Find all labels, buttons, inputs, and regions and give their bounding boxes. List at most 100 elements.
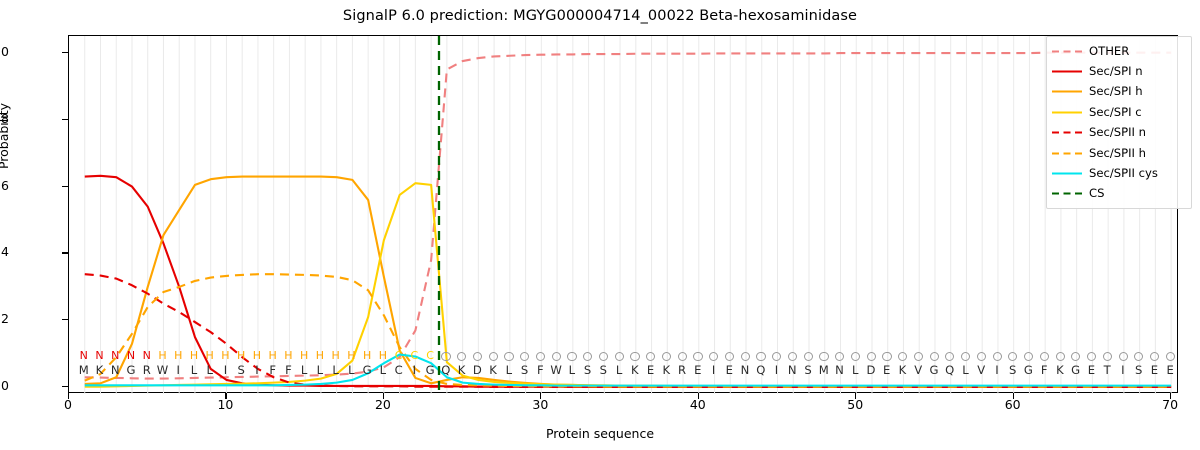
residue-letter: I	[223, 363, 228, 377]
annotation-letter: H	[315, 349, 325, 362]
annotation-other-circle-icon	[1149, 351, 1160, 361]
annotation-other-circle-icon	[724, 351, 735, 361]
legend-line-swatch	[1052, 46, 1082, 57]
y-tick-mark	[62, 185, 68, 187]
residue-letter: W	[156, 363, 169, 377]
annotation-other-circle-icon	[630, 351, 640, 361]
annotation-letter: H	[189, 349, 199, 362]
x-tick-mark	[1170, 393, 1172, 399]
residue-letter: I	[255, 363, 259, 377]
residue-letter: R	[142, 363, 151, 377]
y-tick-label: 0.8	[0, 110, 9, 126]
annotation-letter: H	[378, 349, 388, 362]
annotation-other-circle-icon	[1118, 351, 1128, 361]
annotation-other-circle-icon	[1024, 351, 1034, 361]
residue-letter: K	[898, 363, 907, 377]
y-tick-mark	[62, 118, 68, 120]
legend-line-swatch	[1052, 107, 1082, 118]
residue-letter: Q	[756, 363, 766, 377]
residue-letter: G	[362, 363, 372, 377]
x-tick-label: 20	[374, 397, 391, 412]
annotation-other-circle-icon	[567, 351, 577, 361]
y-tick-mark	[62, 386, 68, 388]
annotation-other-circle-icon	[488, 351, 498, 361]
legend-item-sec-spii-h[interactable]: Sec/SPII h	[1052, 143, 1186, 163]
series-sec-spii-cys	[84, 353, 1172, 387]
x-tick-mark	[68, 393, 70, 399]
residue-letter: F	[1040, 363, 1048, 377]
residue-letter: R	[678, 363, 687, 377]
annotation-other-circle-icon	[1039, 351, 1049, 361]
legend-item-label: Sec/SPI n	[1089, 64, 1143, 79]
annotation-letter: C	[410, 349, 419, 362]
annotation-other-circle-icon	[1102, 351, 1112, 361]
annotation-other-circle-icon	[961, 351, 971, 361]
annotation-other-circle-icon	[614, 351, 624, 361]
annotation-other-circle-icon	[1055, 351, 1065, 361]
annotation-other-circle-icon	[646, 351, 656, 361]
x-tick-label: 50	[847, 397, 864, 412]
residue-letter: E	[646, 363, 655, 377]
residue-letter: S	[237, 363, 245, 377]
legend-item-sec-spii-cys[interactable]: Sec/SPII cys	[1052, 163, 1186, 183]
residue-letter: I	[774, 363, 779, 377]
legend-line-swatch	[1052, 66, 1082, 77]
x-tick-mark	[225, 393, 227, 399]
annotation-letter: N	[111, 349, 120, 362]
annotation-other-circle-icon	[551, 351, 561, 361]
annotation-other-circle-icon	[992, 351, 1002, 361]
x-tick-label: 40	[689, 397, 706, 412]
annotation-letter: H	[284, 349, 293, 362]
residue-letter: F	[269, 363, 276, 377]
legend-item-sec-spi-c[interactable]: Sec/SPI c	[1052, 102, 1186, 122]
x-tick-mark	[1012, 393, 1014, 399]
annotation-other-circle-icon	[504, 351, 514, 361]
residue-letter: E	[1087, 363, 1096, 377]
annotation-letter: H	[174, 349, 183, 362]
residue-letter: E	[725, 363, 733, 377]
annotation-other-circle-icon	[882, 351, 892, 361]
annotation-other-circle-icon	[1071, 351, 1081, 361]
residue-letter: L	[348, 363, 355, 377]
annotation-other-circle-icon	[756, 351, 766, 361]
annotation-letter: H	[347, 349, 356, 362]
annotation-letter: H	[205, 349, 214, 362]
residue-letter: L	[206, 363, 213, 377]
annotation-letter: H	[268, 349, 277, 362]
page-title: SignalP 6.0 prediction: MGYG000004714_00…	[342, 8, 858, 24]
legend-item-sec-spii-n[interactable]: Sec/SPII n	[1052, 123, 1186, 143]
residue-letter: I	[995, 363, 999, 377]
residue-letter: L	[962, 363, 969, 377]
residue-letter: G	[126, 363, 136, 377]
y-tick-label: 0.2	[0, 311, 9, 327]
annotation-other-circle-icon	[787, 351, 798, 361]
residue-letter: E	[883, 363, 891, 377]
residue-letter: S	[520, 363, 529, 377]
legend-item-label: Sec/SPII h	[1089, 145, 1146, 160]
legend-item-sec-spi-h[interactable]: Sec/SPI h	[1052, 82, 1186, 102]
annotation-other-circle-icon	[1165, 351, 1175, 361]
annotation-other-circle-icon	[866, 351, 876, 361]
residue-letter: W	[550, 363, 562, 377]
legend-item-label: CS	[1089, 186, 1105, 201]
annotation-letter: N	[126, 349, 136, 362]
legend-item-other[interactable]: OTHER	[1052, 41, 1186, 61]
residue-letter: K	[1056, 363, 1064, 377]
residue-letter: M	[818, 363, 829, 377]
residue-letter: K	[630, 363, 639, 377]
residue-letter: Q	[441, 363, 451, 377]
annotation-other-circle-icon	[976, 351, 986, 361]
x-tick-label: 10	[217, 397, 234, 412]
residue-letter: G	[425, 363, 435, 377]
annotation-other-circle-icon	[835, 351, 845, 361]
legend-item-sec-spi-n[interactable]: Sec/SPI n	[1052, 61, 1186, 81]
legend-item-cs[interactable]: CS	[1052, 184, 1186, 204]
annotation-other-circle-icon	[1008, 351, 1018, 361]
residue-letter: K	[489, 363, 497, 377]
annotation-letter: C	[394, 349, 403, 362]
annotation-other-circle-icon	[1087, 351, 1097, 361]
annotation-other-circle-icon	[693, 351, 703, 361]
annotation-other-circle-icon	[929, 351, 939, 361]
residue-letter: N	[787, 363, 797, 377]
